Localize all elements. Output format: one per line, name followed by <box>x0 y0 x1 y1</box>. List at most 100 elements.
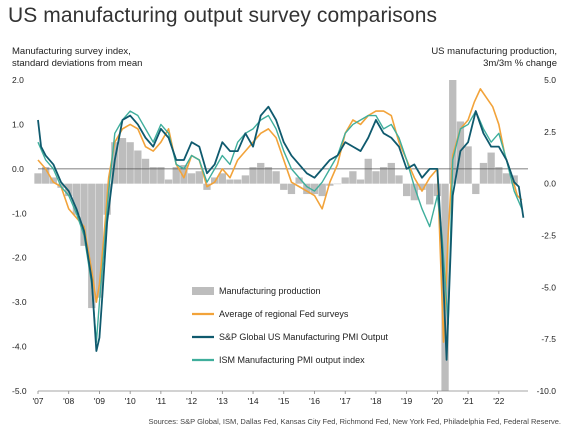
left-axis-label-line-2: standard deviations from mean <box>12 58 143 69</box>
x-tick-label: '07 <box>32 396 43 406</box>
production-bar <box>379 167 388 184</box>
x-tick-label: '16 <box>309 396 320 406</box>
production-bar <box>479 162 488 184</box>
left-tick-label: -5.0 <box>12 386 27 396</box>
left-tick-label: 0.0 <box>12 164 24 174</box>
x-tick-label: '17 <box>340 396 351 406</box>
left-tick-label: -1.0 <box>12 208 27 218</box>
legend: Manufacturing production Average of regio… <box>192 286 388 365</box>
x-tick-label: '18 <box>370 396 381 406</box>
production-bar <box>187 173 196 184</box>
x-tick-label: '12 <box>186 396 197 406</box>
production-bar <box>287 183 296 195</box>
left-tick-label: 2.0 <box>12 75 24 85</box>
production-bar <box>211 177 219 184</box>
left-axis-label: Manufacturing survey index, standard dev… <box>12 46 142 70</box>
production-bar <box>164 179 173 184</box>
production-bar <box>464 146 472 184</box>
production-bar <box>472 183 480 195</box>
production-bar <box>487 152 495 184</box>
x-tick-label: '19 <box>401 396 412 406</box>
right-tick-label: -5.0 <box>541 282 556 292</box>
legend-label: ISM Manufacturing PMI output index <box>219 355 365 365</box>
production-bar <box>88 183 96 309</box>
production-bar <box>272 171 280 184</box>
x-tick-label: '08 <box>63 396 74 406</box>
production-bar <box>418 183 426 190</box>
production-bar <box>218 173 226 184</box>
series-lines <box>37 88 525 361</box>
legend-label: Manufacturing production <box>219 286 321 296</box>
left-tick-label: -3.0 <box>12 297 27 307</box>
production-bar <box>157 167 165 184</box>
production-bar <box>333 183 342 185</box>
production-bar <box>241 175 250 184</box>
production-bar <box>49 177 58 184</box>
production-bar <box>195 171 203 184</box>
production-bar <box>134 150 142 184</box>
x-tick-label: '22 <box>493 396 504 406</box>
production-bar <box>226 179 234 184</box>
production-bar <box>95 183 104 298</box>
axes: 2.0 1.0 0.0 -1.0 -2.0 -3.0 -4.0 -5.0 5.0 2.5 0.0 -2… <box>12 75 556 406</box>
production-bar <box>249 167 257 184</box>
production-bar <box>42 167 50 184</box>
chart-title: US manufacturing output survey compariso… <box>8 4 438 27</box>
production-bar <box>257 162 265 184</box>
production-bar <box>80 183 88 246</box>
spg-pmi-output-line <box>37 105 525 361</box>
legend-label: S&P Global US Manufacturing PMI Output <box>219 332 388 342</box>
production-bar <box>126 142 134 184</box>
legend-item-fed-surveys: Average of regional Fed surveys <box>192 309 349 319</box>
production-bar <box>387 162 395 184</box>
x-tick-label: '09 <box>94 396 105 406</box>
production-bar <box>341 177 349 184</box>
x-tick-label: '15 <box>278 396 289 406</box>
production-bar <box>372 171 380 184</box>
production-bar <box>118 138 127 184</box>
legend-swatch <box>192 287 214 295</box>
right-tick-label: -7.5 <box>541 334 556 344</box>
production-bar <box>180 165 188 184</box>
right-tick-label: 2.5 <box>544 127 556 137</box>
production-bar <box>310 183 319 195</box>
right-axis-label-line-2: 3m/3m % change <box>483 58 557 69</box>
production-bar <box>426 183 434 205</box>
production-bar <box>502 173 511 184</box>
right-tick-label: 5.0 <box>544 75 556 85</box>
left-tick-label: 1.0 <box>12 119 24 129</box>
production-bar <box>234 179 242 184</box>
source-note: Sources: S&P Global, ISM, Dallas Fed, Ka… <box>148 417 561 426</box>
production-bar <box>72 183 81 215</box>
x-tick-label: '14 <box>248 396 259 406</box>
production-bar <box>410 183 418 201</box>
production-bar <box>172 167 180 184</box>
x-tick-label: '13 <box>217 396 228 406</box>
legend-item-production: Manufacturing production <box>192 286 321 296</box>
production-bar <box>356 179 365 184</box>
production-bar <box>395 175 403 184</box>
left-axis-label-line-1: Manufacturing survey index, <box>12 46 131 57</box>
x-tick-label: '21 <box>463 396 474 406</box>
production-bar <box>318 183 326 197</box>
production-bar <box>364 158 372 184</box>
production-bar <box>449 80 457 184</box>
right-axis-label-line-1: US manufacturing production, <box>431 46 557 57</box>
x-tick-label: '10 <box>125 396 136 406</box>
production-bar <box>264 167 273 184</box>
production-bar <box>149 167 157 184</box>
production-bar <box>280 183 288 190</box>
left-tick-label: -2.0 <box>12 253 27 263</box>
right-tick-label: -10.0 <box>537 386 557 396</box>
right-tick-label: -2.5 <box>541 231 556 241</box>
production-bar <box>295 177 303 184</box>
legend-item-spg-pmi: S&P Global US Manufacturing PMI Output <box>192 332 388 342</box>
production-bar <box>495 167 503 184</box>
legend-item-ism: ISM Manufacturing PMI output index <box>192 355 365 365</box>
legend-label: Average of regional Fed surveys <box>219 309 349 319</box>
left-tick-label: -4.0 <box>12 342 27 352</box>
production-bar <box>303 183 311 195</box>
production-bar <box>141 158 150 184</box>
x-tick-label: '11 <box>156 396 167 406</box>
